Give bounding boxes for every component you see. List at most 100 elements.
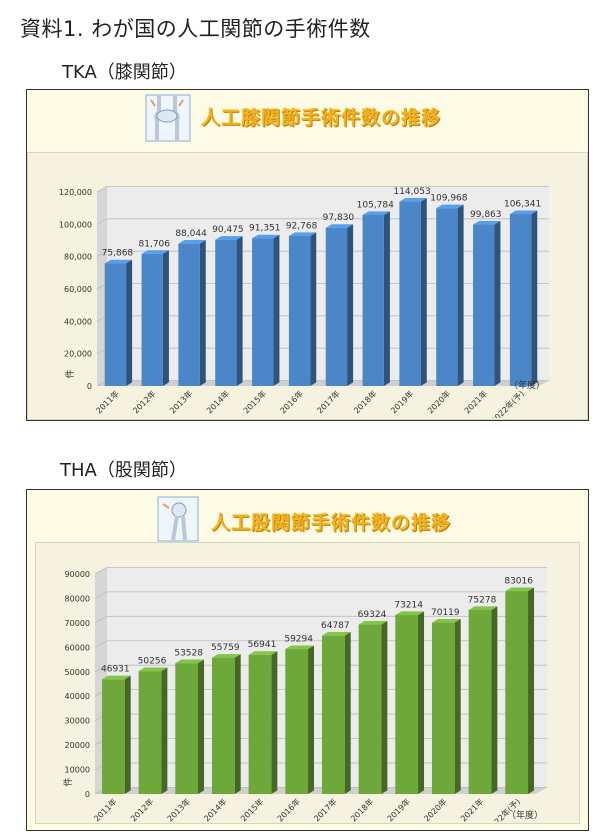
- bar-side: [491, 606, 498, 794]
- knee-joint-icon: [145, 94, 191, 146]
- gridline-side: [94, 640, 108, 648]
- y-tick-label: 50000: [65, 668, 90, 677]
- bar-top: [358, 620, 388, 625]
- tha-chart-title: 人工股関節手術件数の推移: [211, 512, 452, 534]
- bar-value-label: 56941: [248, 640, 277, 650]
- bar-top: [175, 659, 205, 664]
- bar-side: [383, 211, 390, 386]
- bar-top: [252, 234, 280, 239]
- bar-value-label: 114,053: [393, 187, 430, 197]
- y-tick-label: 70000: [65, 619, 90, 628]
- bar-top: [215, 236, 243, 240]
- tka-chart-title: 人工膝関節手術件数の推移: [201, 107, 442, 129]
- x-tick-label: 2017年: [315, 388, 342, 415]
- bar: [175, 663, 199, 794]
- bar-top: [141, 250, 169, 254]
- bar-value-label: 90,475: [212, 225, 244, 235]
- bar-top: [288, 232, 317, 237]
- bar-top: [138, 667, 168, 672]
- bar-value-label: 69324: [358, 610, 387, 620]
- x-tick-label: 2012年: [131, 388, 158, 415]
- tka-bar-chart: 0 20,000 40,000 60,000 80,000 100,000 120,000 件…: [59, 186, 549, 418]
- bar: [468, 609, 492, 794]
- bar-value-label: 105,784: [357, 200, 394, 210]
- bar-side: [161, 667, 168, 794]
- bar-value-label: 99,863: [470, 210, 502, 220]
- x-tick-label: 2022年(予): [489, 388, 526, 418]
- bar: [141, 253, 163, 386]
- gridline-side: [94, 591, 108, 599]
- bar: [285, 649, 309, 794]
- bar-side: [273, 234, 280, 386]
- tha-chart-panel: 人工股関節手術件数の推移 0 10000 20000 30000 40000 50000 6…: [26, 489, 589, 831]
- hip-joint-icon: [157, 496, 199, 546]
- bar-top: [473, 220, 501, 225]
- x-tick-label: 2020年: [422, 796, 449, 822]
- bar-top: [468, 606, 498, 610]
- bar-top: [248, 651, 278, 655]
- x-tick-label: 2018年: [352, 388, 379, 415]
- bar: [509, 214, 532, 386]
- bar-top: [362, 211, 390, 215]
- bar-top: [211, 654, 241, 658]
- bar-top: [505, 587, 535, 592]
- tha-bar-chart: 0 10000 20000 30000 40000 50000 60000 70000 8000…: [62, 566, 547, 822]
- bar-side: [308, 645, 315, 794]
- bar-value-label: 88,044: [175, 229, 207, 239]
- y-tick-label: 20,000: [64, 350, 92, 359]
- y-tick-label: 30000: [65, 717, 90, 726]
- bar-side: [234, 654, 241, 794]
- bar-side: [494, 220, 501, 386]
- x-tick-label: 2020年: [425, 388, 452, 415]
- bar-side: [198, 659, 205, 794]
- bar-value-label: 97,830: [323, 213, 355, 223]
- gridline-side: [96, 218, 108, 225]
- bar-side: [381, 620, 388, 794]
- x-tick-label: 2011年: [94, 388, 121, 415]
- tka-chart-panel: 人工膝関節手術件数の推移 0 20,000 40,000 60,000 80,000 10…: [26, 89, 589, 421]
- bar-top: [399, 198, 427, 202]
- x-tick-label: 2013年: [165, 796, 192, 822]
- bar-top: [285, 645, 315, 650]
- y-tick-label: 60000: [65, 643, 90, 652]
- bar: [178, 243, 200, 386]
- bar-side: [126, 259, 133, 386]
- bar: [321, 635, 345, 794]
- section-heading-tka: TKA（膝関節）: [62, 62, 187, 83]
- bar-side: [199, 240, 206, 386]
- bar-side: [124, 675, 131, 794]
- bar: [358, 624, 382, 794]
- bar-value-label: 53528: [174, 649, 203, 659]
- bar-top: [325, 224, 354, 228]
- bar-value-label: 106,341: [504, 199, 541, 209]
- y-tick-label: 100,000: [59, 220, 92, 229]
- bar: [138, 671, 162, 794]
- bar: [395, 615, 419, 794]
- x-tick-label: 2013年: [167, 388, 194, 415]
- x-tick-label: 2015年: [238, 796, 265, 822]
- x-tick-label: 2016年: [278, 388, 305, 415]
- y-axis-unit-label: 件: [64, 369, 76, 378]
- x-tick-label: 2014年: [202, 796, 229, 822]
- x-axis-unit-label: （年度）: [507, 809, 543, 821]
- bar-side: [457, 204, 464, 386]
- bar-side: [454, 618, 461, 794]
- y-tick-label: 80000: [65, 594, 90, 603]
- bar: [436, 208, 458, 386]
- bar-value-label: 83016: [504, 576, 533, 586]
- bar: [252, 238, 274, 386]
- document-title: 資料1. わが国の人工関節の手術件数: [20, 17, 371, 41]
- x-tick-label: 2019年: [388, 388, 415, 415]
- bar: [288, 236, 311, 386]
- x-tick-label: 2014年: [204, 388, 231, 415]
- y-tick-label: 10000: [65, 766, 90, 775]
- y-tick-label: 90000: [65, 570, 90, 579]
- bar-value-label: 81,706: [139, 239, 171, 249]
- bar: [505, 591, 529, 794]
- bar-value-label: 70119: [431, 608, 460, 618]
- y-tick-label: 0: [87, 382, 92, 391]
- bar-top: [431, 618, 461, 623]
- bar: [431, 622, 455, 794]
- y-tick-label: 20000: [65, 741, 90, 750]
- bar: [101, 679, 125, 794]
